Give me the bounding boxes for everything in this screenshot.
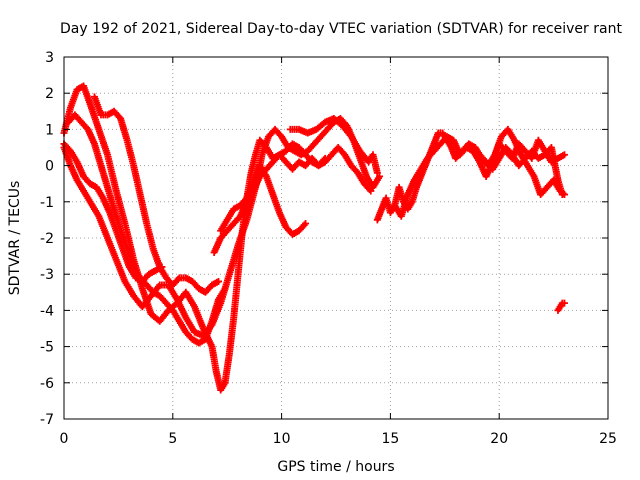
series-pass-g xyxy=(210,140,375,256)
y-tick-label: -5 xyxy=(40,340,54,356)
series-pass-j xyxy=(391,133,568,220)
data-points xyxy=(60,82,568,394)
x-tick-label: 15 xyxy=(381,431,399,447)
data-point-marker xyxy=(221,285,229,293)
y-tick-label: 0 xyxy=(45,159,54,175)
y-tick-label: -6 xyxy=(40,376,54,392)
axis-ticks: 0 5 10 15 20 25 -7 -6 -5 -4 -3 -2 -1 0 1 2 3 xyxy=(40,50,617,447)
y-tick-label: -1 xyxy=(40,195,54,211)
data-point-marker xyxy=(376,172,384,180)
x-tick-label: 0 xyxy=(60,431,69,447)
x-tick-label: 20 xyxy=(490,431,508,447)
data-point-marker xyxy=(560,151,568,159)
grid-lines xyxy=(64,57,608,419)
series-pass-k xyxy=(469,144,566,199)
x-axis-label: GPS time / hours xyxy=(277,459,394,475)
data-point-marker xyxy=(560,299,568,307)
series-pass-e xyxy=(90,93,222,296)
x-tick-label: 10 xyxy=(273,431,291,447)
data-point-marker xyxy=(367,187,375,195)
data-point-marker xyxy=(558,191,566,199)
y-tick-label: -3 xyxy=(40,267,54,283)
chart-title: Day 192 of 2021, Sidereal Day-to-day VTE… xyxy=(60,21,622,37)
y-axis-label: SDTVAR / TECUs xyxy=(7,181,23,296)
y-tick-label: 2 xyxy=(45,86,54,102)
series-pass-l xyxy=(554,299,568,314)
y-tick-label: 1 xyxy=(45,122,54,138)
y-tick-label: -2 xyxy=(40,231,54,247)
data-point-marker xyxy=(302,220,310,228)
series-pass-a xyxy=(60,82,329,394)
series-pass-d xyxy=(64,111,229,347)
y-tick-label: -4 xyxy=(40,303,54,319)
data-point-marker xyxy=(214,277,222,285)
y-tick-label: 3 xyxy=(45,50,54,66)
y-tick-label: -7 xyxy=(40,412,54,428)
x-tick-label: 25 xyxy=(599,431,617,447)
data-point-marker xyxy=(373,169,381,177)
series-pass-h xyxy=(286,115,381,177)
x-tick-label: 5 xyxy=(168,431,177,447)
